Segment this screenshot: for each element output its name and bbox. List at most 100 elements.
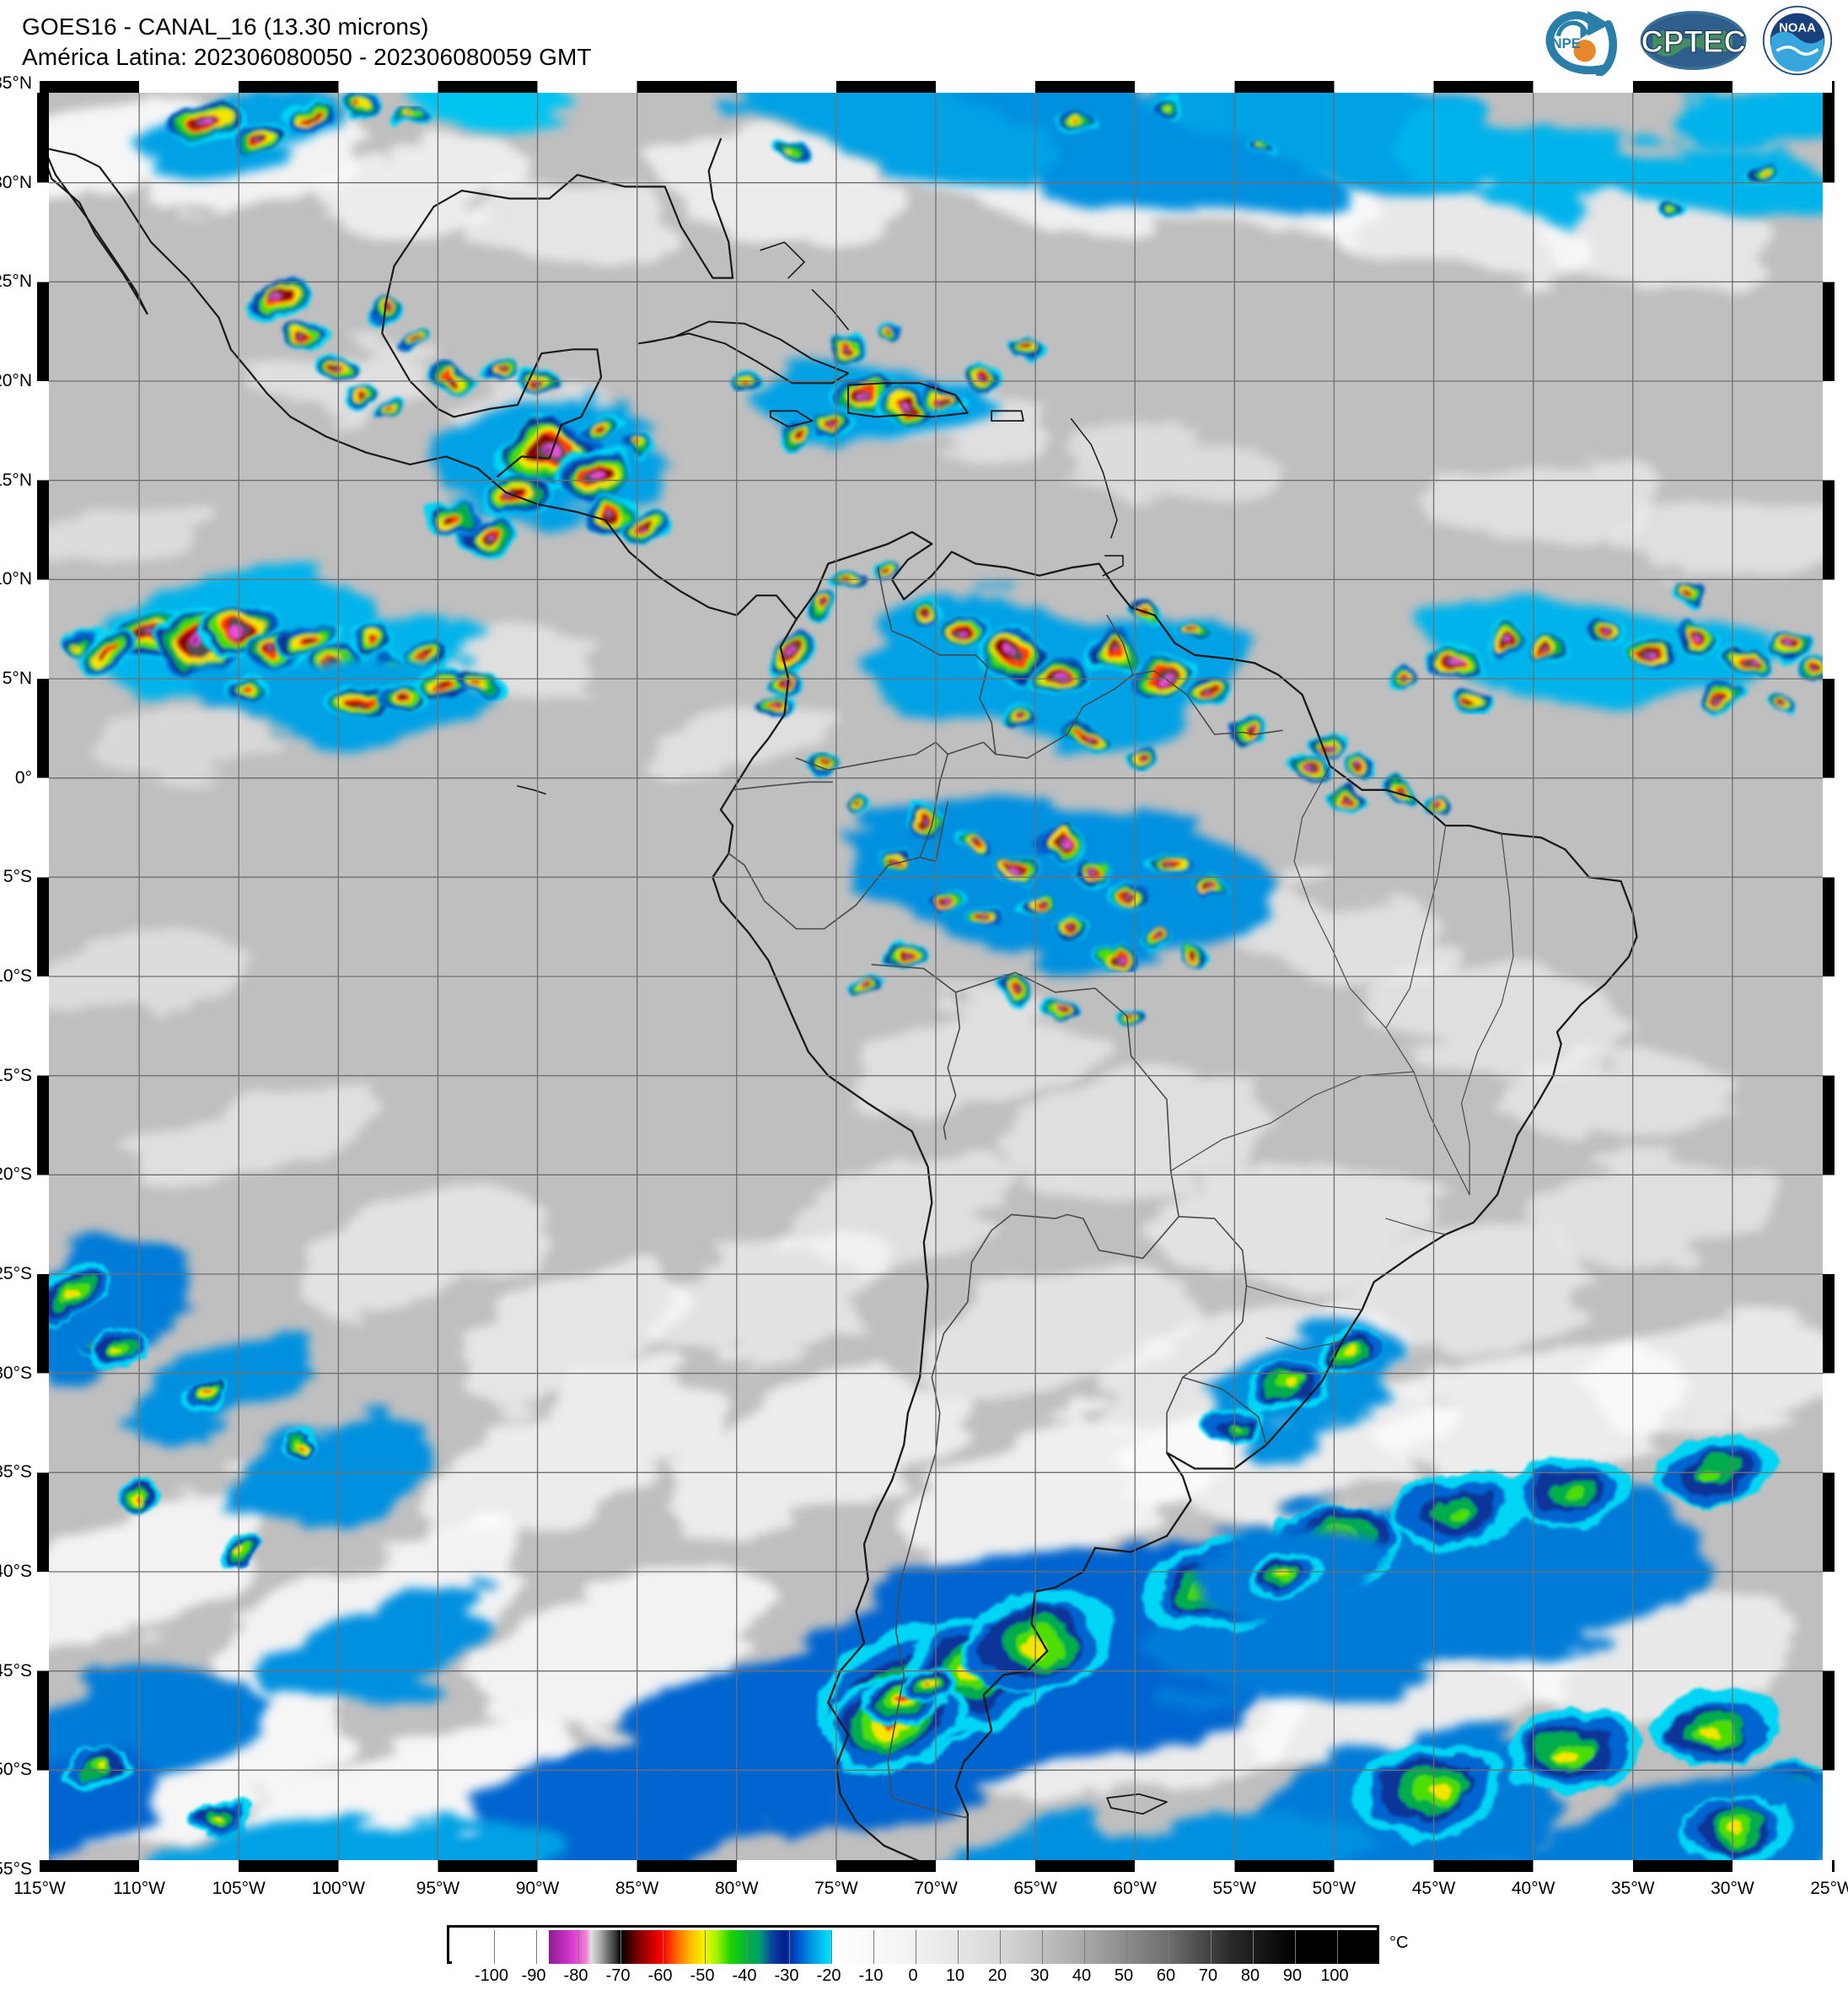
lat-tick-label: 45°S	[0, 1660, 32, 1681]
colorbar-tick	[1295, 1930, 1296, 1964]
lat-tick-label: 55°S	[0, 1859, 32, 1879]
lat-tick-label: 15°S	[0, 1065, 32, 1085]
lat-tick-label: 5°N	[2, 669, 32, 688]
logo-group: INPE CPTEC NOAA	[1536, 3, 1833, 78]
colorbar-tick	[620, 1930, 621, 1964]
colorbar-tick-label: 20	[987, 1966, 1007, 1985]
colorbar: -100 -90 -80 -70 -60 -50 -40 -30 -20 -10 0 10 20 30 40…	[447, 1925, 1425, 1985]
frame-ticks-bottom	[37, 1860, 1835, 1872]
colorbar-tick-label: -60	[647, 1966, 673, 1985]
map-imagery	[40, 83, 1832, 1869]
lon-tick-label: 65°W	[1013, 1879, 1057, 1898]
lon-tick-label: 60°W	[1113, 1879, 1158, 1898]
lon-tick-label: 110°W	[113, 1879, 165, 1898]
lon-tick-label: 75°W	[814, 1879, 858, 1898]
colorbar-tick-label: -50	[690, 1966, 715, 1985]
colorbar-tick-label: 60	[1156, 1966, 1176, 1985]
colorbar-tick-label: -90	[521, 1966, 546, 1985]
svg-text:INPE: INPE	[1548, 35, 1581, 51]
lon-tick-label: 105°W	[212, 1879, 266, 1898]
colorbar-tick	[1000, 1930, 1001, 1964]
colorbar-tick-label: 30	[1029, 1966, 1050, 1985]
colorbar-tick-label: -30	[774, 1966, 799, 1985]
map-canvas	[40, 83, 1832, 1869]
lat-tick-label: 40°S	[0, 1562, 32, 1581]
colorbar-tick-label: 0	[908, 1966, 918, 1985]
lat-tick-label: 10°S	[0, 966, 32, 986]
colorbar-tick	[873, 1930, 874, 1964]
colorbar-tick-label: 70	[1198, 1966, 1218, 1985]
colorbar-tick	[578, 1930, 579, 1964]
lat-tick-label: 35°N	[0, 73, 32, 93]
frame-ticks-top	[37, 81, 1835, 93]
longitude-axis: 115°W 110°W 105°W 100°W 95°W 90°W 85°W 80°W 75°W…	[13, 1879, 1848, 1912]
lon-tick-label: 50°W	[1312, 1879, 1356, 1898]
satellite-map[interactable]	[37, 81, 1835, 1872]
colorbar-tick	[747, 1930, 748, 1964]
colorbar-tick	[1253, 1930, 1254, 1964]
colorbar-tick-label: 80	[1240, 1966, 1260, 1985]
lat-tick-label: 5°S	[3, 867, 32, 887]
colorbar-tick	[831, 1930, 832, 1964]
lon-tick-label: 70°W	[914, 1879, 958, 1898]
lat-tick-label: 50°S	[0, 1760, 32, 1780]
colorbar-tick-label: -10	[858, 1966, 884, 1985]
lat-tick-label: 35°S	[0, 1462, 32, 1482]
lon-tick-label: 25°W	[1810, 1879, 1848, 1898]
colorbar-tick	[1337, 1930, 1338, 1964]
lon-tick-label: 100°W	[311, 1879, 365, 1898]
page-subtitle: América Latina: 202306080050 - 202306080…	[22, 44, 592, 71]
colorbar-tick-label: -70	[605, 1966, 631, 1985]
colorbar-tick	[789, 1930, 790, 1964]
title-block: GOES16 - CANAL_16 (13.30 microns) Améric…	[22, 12, 592, 73]
lat-tick-label: 20°S	[0, 1164, 32, 1185]
colorbar-unit-label: °C	[1389, 1934, 1409, 1952]
colorbar-box	[447, 1925, 1379, 1964]
latitude-axis: 35°N 30°N 25°N 20°N 15°N 10°N 5°N 0° 5°S 10°S 15°S…	[0, 73, 37, 1879]
header: GOES16 - CANAL_16 (13.30 microns) Améric…	[0, 0, 1848, 81]
colorbar-tick-label: -100	[474, 1966, 509, 1985]
colorbar-tick-label: 40	[1072, 1966, 1092, 1985]
lon-tick-label: 35°W	[1610, 1879, 1655, 1898]
lat-tick-label: 10°N	[0, 569, 32, 589]
colorbar-tick	[1126, 1930, 1127, 1964]
colorbar-tick-label: 100	[1320, 1966, 1349, 1985]
cptec-logo: CPTEC	[1640, 11, 1747, 70]
colorbar-tick	[1042, 1930, 1043, 1964]
colorbar-tick	[958, 1930, 959, 1964]
lat-tick-label: 15°N	[0, 470, 32, 490]
lon-tick-label: 45°W	[1411, 1879, 1456, 1898]
lon-tick-label: 55°W	[1212, 1879, 1257, 1898]
lat-tick-label: 30°S	[0, 1363, 32, 1383]
page-title: GOES16 - CANAL_16 (13.30 microns)	[22, 13, 429, 40]
lon-tick-label: 95°W	[416, 1879, 460, 1898]
lat-tick-label: 20°N	[0, 371, 32, 390]
colorbar-tick-label: 90	[1282, 1966, 1303, 1985]
colorbar-tick-labels: -100 -90 -80 -70 -60 -50 -40 -30 -20 -10 0 10 20 30 40…	[447, 1966, 1379, 1990]
colorbar-tick	[1084, 1930, 1085, 1964]
map-frame	[37, 81, 1835, 1872]
colorbar-tick-label: -40	[732, 1966, 757, 1985]
lon-tick-label: 40°W	[1511, 1879, 1555, 1898]
lat-tick-label: 25°N	[0, 272, 32, 292]
lon-tick-label: 90°W	[515, 1879, 560, 1898]
svg-text:NOAA: NOAA	[1779, 22, 1816, 35]
noaa-logo: NOAA	[1762, 5, 1833, 76]
colorbar-ticks	[449, 1928, 1382, 1966]
lon-tick-label: 85°W	[615, 1879, 659, 1898]
lon-tick-label: 115°W	[13, 1879, 66, 1898]
colorbar-tick-label: -20	[816, 1966, 841, 1985]
colorbar-tick	[705, 1930, 706, 1964]
lon-tick-label: 80°W	[714, 1879, 759, 1898]
colorbar-tick	[536, 1930, 537, 1964]
lat-tick-label: 25°S	[0, 1264, 32, 1283]
colorbar-tick-label: 10	[945, 1966, 965, 1985]
colorbar-tick	[494, 1930, 495, 1964]
lat-tick-label: 30°N	[0, 172, 32, 192]
svg-text:CPTEC: CPTEC	[1641, 24, 1746, 59]
frame-ticks-left	[37, 81, 49, 1872]
colorbar-tick-label: -80	[563, 1966, 588, 1985]
lon-tick-label: 30°W	[1711, 1879, 1754, 1898]
colorbar-tick-label: 50	[1114, 1966, 1134, 1985]
frame-ticks-right	[1823, 81, 1835, 1872]
